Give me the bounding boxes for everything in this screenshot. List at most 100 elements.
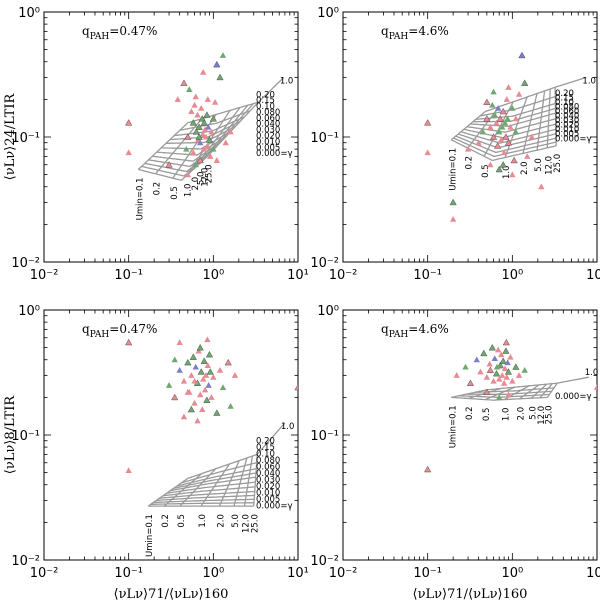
data-point bbox=[216, 73, 224, 81]
y-tick-label: 10⁻² bbox=[310, 256, 339, 271]
data-point bbox=[196, 344, 204, 351]
data-point bbox=[183, 145, 190, 152]
data-point bbox=[493, 119, 500, 126]
x-tick-label: 10⁰ bbox=[202, 566, 224, 581]
gamma-label: 0.060 bbox=[555, 107, 579, 117]
umin-label: 25.0 bbox=[204, 164, 214, 183]
umin-line bbox=[218, 460, 240, 507]
data-point bbox=[202, 133, 210, 140]
umin-label: Umin=0.1 bbox=[448, 405, 458, 448]
data-point bbox=[494, 104, 502, 111]
x-tick-label: 10¹ bbox=[287, 268, 309, 283]
x-tick-label: 10¹ bbox=[586, 268, 600, 283]
qpah-annotation: qPAH=0.47% bbox=[82, 322, 157, 340]
gamma-label: 0.20 bbox=[256, 436, 275, 446]
umin-label: 0.5 bbox=[482, 408, 492, 422]
umin-label: 25.0 bbox=[545, 405, 555, 424]
data-point bbox=[222, 139, 229, 146]
data-point bbox=[491, 111, 498, 118]
data-point bbox=[205, 136, 213, 143]
data-point bbox=[205, 350, 213, 358]
axis-ticks bbox=[43, 11, 299, 263]
data-point bbox=[213, 60, 221, 68]
data-point bbox=[184, 171, 192, 178]
data-point bbox=[210, 374, 217, 380]
data-point bbox=[504, 359, 511, 366]
data-point bbox=[512, 128, 520, 135]
gamma-label: 0.20 bbox=[555, 89, 574, 99]
y-tick-label: 10⁻² bbox=[11, 554, 40, 569]
umin-label: 5.0 bbox=[197, 172, 207, 186]
data-point bbox=[501, 119, 509, 126]
data-point bbox=[208, 394, 215, 400]
data-point bbox=[528, 133, 536, 140]
gamma-label: 0.040 bbox=[256, 120, 280, 130]
qpah-subscript: PAH bbox=[389, 32, 409, 42]
data-point bbox=[496, 375, 503, 382]
umin-line bbox=[519, 384, 540, 400]
gamma-label: 0.010 bbox=[256, 137, 280, 147]
data-point bbox=[499, 107, 507, 115]
data-point bbox=[480, 349, 488, 357]
data-point bbox=[424, 119, 432, 126]
gamma-line bbox=[466, 118, 556, 133]
qpah-value: =0.47% bbox=[109, 322, 157, 336]
gamma-label: 1.0 bbox=[585, 368, 599, 378]
data-points bbox=[424, 51, 545, 222]
umin-line bbox=[137, 122, 189, 170]
data-point bbox=[227, 402, 234, 409]
gamma-label: 0.000=γ bbox=[555, 134, 592, 144]
data-point bbox=[205, 382, 212, 388]
panel-top-left: 10⁻² 10⁻¹ 10⁰ 10¹ 10⁻² 10⁻¹ 10⁰ qPAH=0.47% ⟨νLν⟩… bbox=[3, 6, 309, 283]
data-point bbox=[499, 161, 507, 168]
umin-line bbox=[451, 389, 487, 399]
data-point bbox=[524, 153, 531, 159]
umin-line bbox=[536, 90, 546, 151]
data-point bbox=[505, 84, 512, 90]
gamma-line bbox=[463, 123, 556, 139]
data-point bbox=[501, 365, 509, 372]
data-point bbox=[496, 361, 504, 369]
data-point bbox=[204, 362, 211, 369]
gamma-label: 0.080 bbox=[555, 103, 579, 113]
data-point bbox=[500, 149, 508, 156]
data-point bbox=[176, 366, 183, 373]
qpah-value: =0.47% bbox=[109, 24, 157, 38]
gamma-line bbox=[166, 481, 256, 494]
gamma-label: 0.060 bbox=[256, 114, 280, 124]
umin-label: 5.0 bbox=[534, 158, 544, 172]
umin-label: 12.0 bbox=[544, 156, 554, 175]
data-point bbox=[209, 115, 217, 122]
y-tick-label: 10⁰ bbox=[317, 6, 339, 21]
data-point bbox=[201, 126, 209, 132]
umin-line bbox=[163, 473, 203, 507]
qpah-symbol: q bbox=[82, 322, 90, 336]
umin-label: Umin=0.1 bbox=[448, 148, 458, 191]
data-point bbox=[475, 139, 482, 146]
data-point bbox=[125, 119, 133, 126]
gamma-line bbox=[479, 95, 556, 117]
umin-line bbox=[243, 455, 254, 507]
data-point bbox=[125, 467, 132, 474]
gamma-label: 0.15 bbox=[555, 93, 574, 103]
data-point bbox=[192, 161, 199, 168]
data-point bbox=[449, 198, 457, 206]
umin-line bbox=[554, 87, 557, 146]
data-point bbox=[227, 128, 234, 135]
umin-label: 0.5 bbox=[177, 514, 187, 528]
gamma-line bbox=[473, 107, 556, 123]
x-tick-label: 10⁻² bbox=[329, 566, 358, 581]
gamma-line bbox=[138, 155, 208, 182]
data-point bbox=[204, 96, 211, 102]
data-point bbox=[194, 111, 201, 118]
data-point bbox=[211, 98, 219, 105]
data-point bbox=[490, 88, 497, 95]
data-point bbox=[521, 79, 529, 86]
data-point bbox=[186, 86, 193, 93]
gamma-label: 0.005 bbox=[256, 495, 280, 505]
umin-label: Umin=0.1 bbox=[145, 514, 155, 557]
data-point bbox=[503, 374, 510, 380]
data-point bbox=[424, 149, 431, 156]
data-point bbox=[210, 145, 217, 152]
